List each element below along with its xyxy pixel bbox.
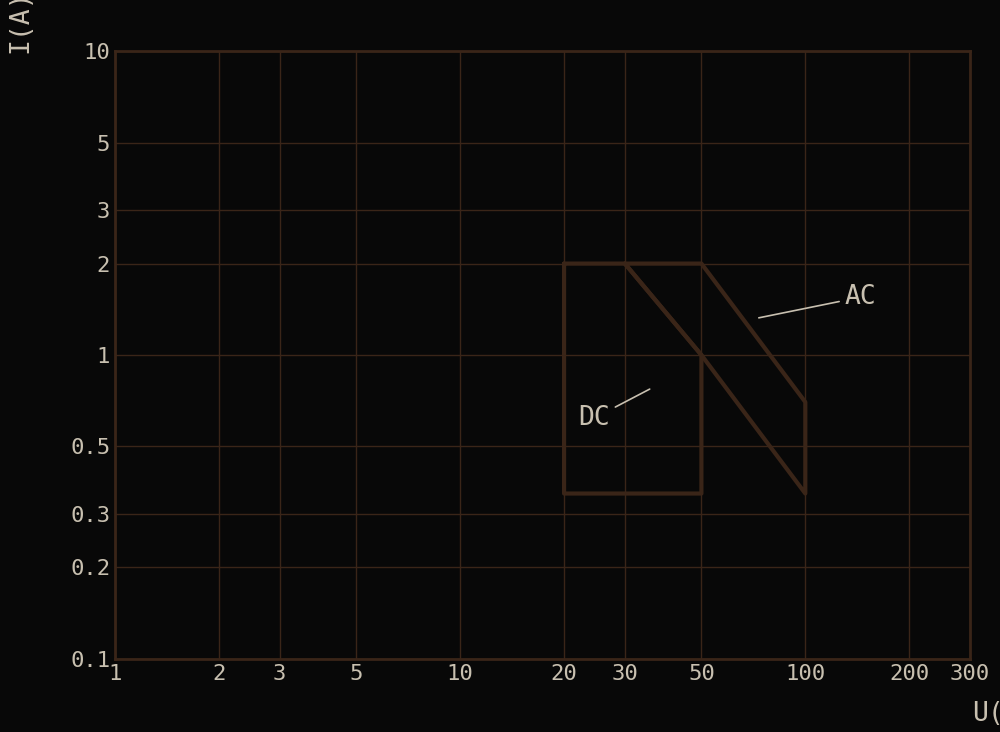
Text: DC: DC [578,389,650,431]
Y-axis label: I(A): I(A) [8,0,34,53]
Text: AC: AC [759,284,876,318]
X-axis label: U(V): U(V) [972,701,1000,728]
